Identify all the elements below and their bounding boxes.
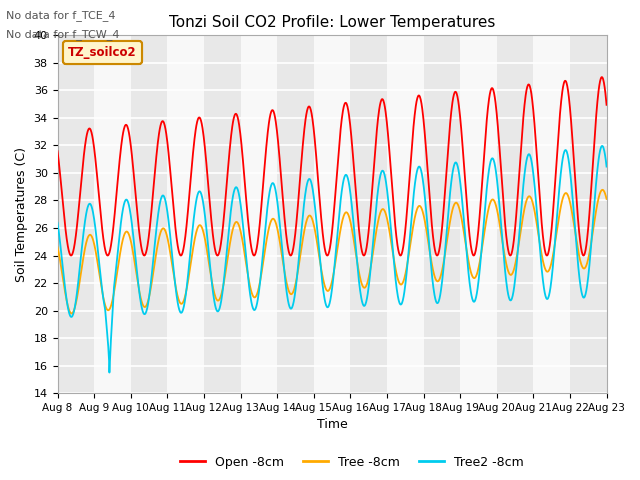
- Bar: [241, 36, 277, 393]
- Bar: [277, 36, 314, 393]
- Bar: [570, 36, 607, 393]
- Title: Tonzi Soil CO2 Profile: Lower Temperatures: Tonzi Soil CO2 Profile: Lower Temperatur…: [169, 15, 495, 30]
- Text: No data for f_TCE_4: No data for f_TCE_4: [6, 10, 116, 21]
- Bar: [533, 36, 570, 393]
- Bar: [167, 36, 204, 393]
- Bar: [94, 36, 131, 393]
- Legend: TZ_soilco2: TZ_soilco2: [63, 41, 141, 64]
- Bar: [387, 36, 424, 393]
- Y-axis label: Soil Temperatures (C): Soil Temperatures (C): [15, 147, 28, 282]
- Bar: [314, 36, 350, 393]
- Bar: [131, 36, 167, 393]
- Bar: [204, 36, 241, 393]
- Bar: [350, 36, 387, 393]
- Bar: [424, 36, 460, 393]
- Bar: [460, 36, 497, 393]
- Legend: Open -8cm, Tree -8cm, Tree2 -8cm: Open -8cm, Tree -8cm, Tree2 -8cm: [175, 451, 529, 474]
- Bar: [58, 36, 94, 393]
- X-axis label: Time: Time: [317, 419, 348, 432]
- Text: No data for f_TCW_4: No data for f_TCW_4: [6, 29, 120, 40]
- Bar: [497, 36, 533, 393]
